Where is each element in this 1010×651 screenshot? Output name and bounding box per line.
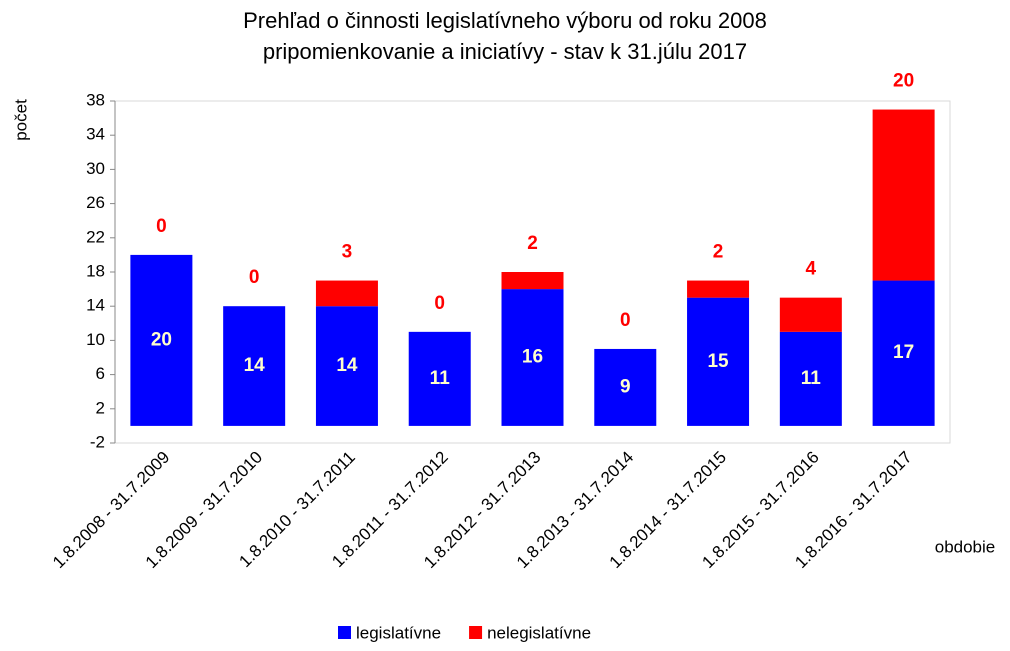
legend-label: legislatívne bbox=[356, 623, 441, 642]
y-tick-label: 34 bbox=[86, 125, 105, 144]
bar-segment bbox=[872, 109, 935, 281]
data-label: 2 bbox=[527, 233, 538, 254]
data-label: 0 bbox=[620, 310, 631, 331]
data-label: 0 bbox=[249, 267, 260, 288]
y-tick-label: 38 bbox=[86, 90, 105, 109]
bar-segment bbox=[501, 289, 564, 426]
data-label: 16 bbox=[522, 347, 543, 368]
data-label: 0 bbox=[434, 293, 445, 314]
data-label: 2 bbox=[713, 242, 724, 263]
bar-segment bbox=[501, 272, 564, 290]
bar-segment bbox=[315, 280, 378, 307]
x-axis-label: obdobie bbox=[935, 537, 996, 556]
chart-subtitle: pripomienkovanie a iniciatívy - stav k 3… bbox=[263, 39, 747, 64]
chart-title: Prehľad o činnosti legislatívneho výboru… bbox=[243, 8, 767, 33]
data-label: 4 bbox=[806, 259, 817, 280]
bar-segment bbox=[315, 306, 378, 426]
y-tick-label: 18 bbox=[86, 261, 105, 280]
bar-segment bbox=[687, 297, 750, 426]
data-label: 17 bbox=[893, 342, 914, 363]
bar-segment bbox=[779, 331, 842, 426]
bar-segment bbox=[408, 331, 471, 426]
y-tick-label: 26 bbox=[86, 193, 105, 212]
legend-swatch bbox=[469, 626, 483, 639]
data-label: 11 bbox=[801, 368, 822, 389]
bar-segment bbox=[594, 348, 657, 426]
legend-swatch bbox=[338, 626, 351, 639]
data-label: 3 bbox=[342, 242, 353, 263]
y-tick-label: 30 bbox=[86, 159, 105, 178]
bar-segment bbox=[223, 306, 286, 426]
bar-segment bbox=[687, 280, 750, 298]
data-label: 20 bbox=[151, 329, 172, 350]
y-tick-label: 14 bbox=[86, 296, 105, 315]
data-label: 9 bbox=[620, 376, 631, 397]
y-tick-label: -2 bbox=[90, 432, 105, 451]
data-label: 14 bbox=[244, 355, 266, 376]
data-label: 0 bbox=[156, 216, 167, 237]
y-tick-label: 2 bbox=[96, 398, 105, 417]
bar-segment bbox=[130, 254, 193, 426]
bar-segment bbox=[872, 280, 935, 426]
legend-label: nelegislatívne bbox=[487, 623, 591, 642]
data-label: 20 bbox=[893, 71, 914, 92]
bar-segment bbox=[779, 297, 842, 332]
y-axis-label: počet bbox=[11, 99, 30, 141]
data-label: 11 bbox=[430, 368, 451, 389]
data-label: 14 bbox=[336, 355, 358, 376]
y-tick-label: 6 bbox=[96, 364, 105, 383]
y-tick-label: 10 bbox=[86, 330, 105, 349]
data-label: 15 bbox=[707, 351, 729, 372]
y-tick-label: 22 bbox=[86, 227, 105, 246]
